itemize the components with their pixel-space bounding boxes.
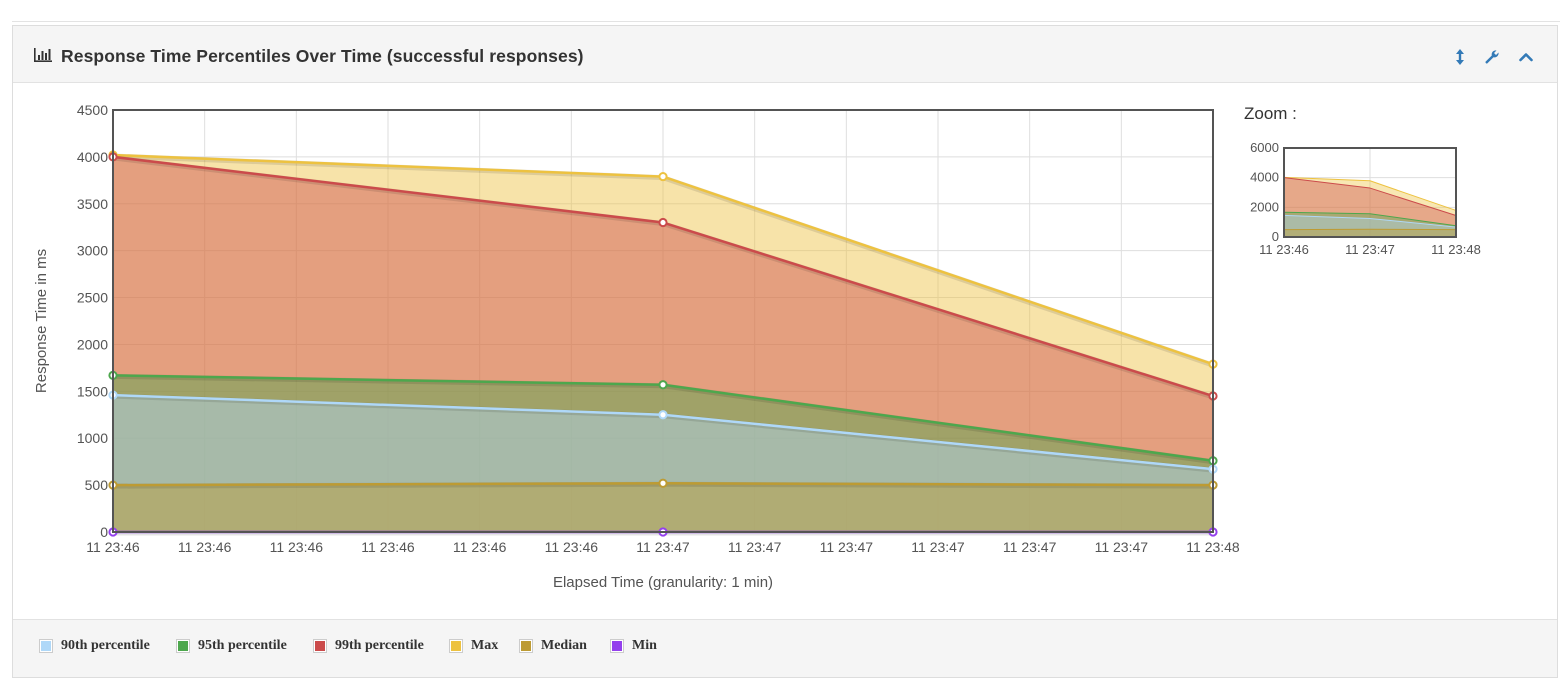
panel-title: Response Time Percentiles Over Time (suc… — [61, 46, 584, 66]
zoom-area-max — [1284, 177, 1456, 237]
series-area-99th-percentile — [113, 156, 1213, 532]
data-point-max — [658, 171, 668, 182]
x-tick-label: 11 23:46 — [453, 539, 507, 555]
x-tick-label: 11 23:46 — [86, 539, 140, 555]
zoom-x-tick-label: 11 23:47 — [1345, 242, 1395, 257]
y-tick-label: 0 — [100, 524, 108, 540]
legend-item-min[interactable]: Min — [610, 636, 657, 656]
y-tick-label: 3500 — [77, 196, 108, 212]
legend-swatch — [610, 639, 624, 653]
zoom-line-95th-percentile — [1283, 211, 1457, 227]
y-tick-label: 4500 — [77, 102, 108, 118]
data-point-95th-percentile — [658, 380, 668, 390]
legend-swatch — [39, 639, 53, 653]
zoom-line-max — [1283, 176, 1457, 211]
y-tick-label: 4000 — [77, 149, 108, 165]
x-tick-label: 11 23:47 — [911, 539, 965, 555]
zoom-y-tick-label: 6000 — [1250, 140, 1279, 155]
zoom-y-tick-label: 4000 — [1250, 170, 1279, 185]
data-point-99th-percentile — [658, 217, 668, 228]
y-tick-label: 2000 — [77, 336, 108, 352]
legend-label: 95th percentile — [198, 638, 287, 653]
x-tick-label: 11 23:46 — [545, 539, 599, 555]
zoom-area-90th-percentile — [1284, 215, 1456, 237]
x-axis-label: Elapsed Time (granularity: 1 min) — [553, 574, 773, 591]
y-tick-label: 2500 — [77, 290, 108, 306]
legend-swatch — [176, 639, 190, 653]
x-tick-label: 11 23:47 — [728, 539, 782, 555]
legend-swatch — [519, 639, 533, 653]
legend-item-95th-percentile[interactable]: 95th percentile — [176, 636, 287, 656]
series-area-max — [113, 155, 1213, 532]
zoom-line-99th-percentile — [1283, 177, 1457, 216]
legend: 90th percentile 95th percentile 99th per… — [13, 619, 1557, 677]
top-divider — [12, 21, 1560, 22]
zoom-x-tick-label: 11 23:48 — [1431, 242, 1481, 257]
zoom-area-99th-percentile — [1284, 177, 1456, 237]
x-tick-label: 11 23:46 — [270, 539, 324, 555]
x-tick-label: 11 23:47 — [820, 539, 874, 555]
zoom-chart: 0 2000 4000 6000 11 23:46 11 23:47 11 23:48 — [1250, 140, 1481, 257]
bar-chart-icon — [34, 48, 52, 62]
main-chart[interactable]: 0 500 1000 1500 2000 2500 3000 3500 4000 4500 11 2… — [13, 83, 1558, 619]
chevron-up-icon[interactable] — [1517, 48, 1535, 66]
zoom-y-tick-label: 0 — [1272, 229, 1279, 244]
series-area-95th-percentile — [113, 375, 1213, 532]
x-tick-label: 11 23:47 — [636, 539, 690, 555]
zoom-label: Zoom : — [1244, 104, 1297, 123]
legend-label: Max — [471, 638, 499, 653]
y-axis-label: Response Time in ms — [33, 249, 50, 393]
y-tick-label: 3000 — [77, 243, 108, 259]
series-area-90th-percentile — [113, 395, 1213, 532]
legend-label: 90th percentile — [61, 638, 150, 653]
y-tick-label: 1500 — [77, 383, 108, 399]
legend-item-max[interactable]: Max — [449, 636, 498, 656]
legend-swatch — [449, 639, 463, 653]
legend-item-median[interactable]: Median — [519, 636, 587, 656]
legend-label: Min — [632, 638, 657, 653]
x-tick-label: 11 23:47 — [1095, 539, 1149, 555]
y-tick-label: 500 — [85, 477, 109, 493]
data-point-median — [658, 478, 668, 488]
zoom-area-median — [1284, 229, 1456, 237]
chart-panel: Response Time Percentiles Over Time (suc… — [12, 25, 1558, 678]
legend-swatch — [313, 639, 327, 653]
x-tick-label: 11 23:46 — [361, 539, 415, 555]
panel-heading: Response Time Percentiles Over Time (suc… — [13, 26, 1557, 83]
chart-area: 0 500 1000 1500 2000 2500 3000 3500 4000 4500 11 2… — [13, 83, 1557, 619]
x-tick-label: 11 23:47 — [1003, 539, 1057, 555]
series-area-median — [113, 483, 1213, 532]
data-point-90th-percentile — [658, 410, 668, 420]
resize-vertical-icon[interactable] — [1451, 48, 1469, 66]
legend-item-99th-percentile[interactable]: 99th percentile — [313, 636, 424, 656]
y-tick-label: 1000 — [77, 430, 108, 446]
zoom-y-tick-label: 2000 — [1250, 199, 1279, 214]
legend-label: Median — [541, 638, 587, 653]
wrench-icon[interactable] — [1483, 48, 1501, 66]
zoom-frame — [1283, 147, 1457, 238]
plot-frame — [112, 109, 1214, 533]
zoom-area-95th-percentile — [1284, 212, 1456, 237]
legend-item-90th-percentile[interactable]: 90th percentile — [39, 636, 150, 656]
legend-label: 99th percentile — [335, 638, 424, 653]
x-tick-label: 11 23:48 — [1186, 539, 1240, 555]
x-tick-label: 11 23:46 — [178, 539, 232, 555]
zoom-line-90th-percentile — [1283, 214, 1457, 228]
zoom-x-tick-label: 11 23:46 — [1259, 242, 1309, 257]
